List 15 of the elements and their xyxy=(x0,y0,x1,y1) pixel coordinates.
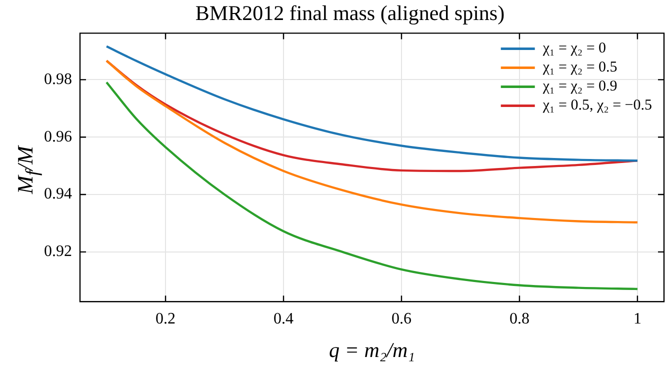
x-axis-title: q = m₂/m₁ xyxy=(329,338,415,362)
y-tick-label: 0.92 xyxy=(44,243,72,260)
chart-title: BMR2012 final mass (aligned spins) xyxy=(195,1,505,26)
y-tick-label: 0.96 xyxy=(44,128,72,146)
legend-label: χ₁ = χ₂ = 0.9 xyxy=(542,78,618,95)
y-tick-label: 0.98 xyxy=(44,70,72,88)
x-tick-label: 0.4 xyxy=(274,310,294,328)
legend-label: χ₁ = χ₂ = 0.5 xyxy=(542,60,618,76)
y-tick-label: 0.94 xyxy=(44,186,72,203)
x-tick-label: 0.6 xyxy=(391,310,412,328)
x-tick-label: 1 xyxy=(633,310,642,328)
x-tick-label: 0.8 xyxy=(509,310,530,328)
legend-label: χ₁ = χ₂ = 0 xyxy=(542,40,606,57)
legend-label: χ₁ = 0.5, χ₂ = −0.5 xyxy=(542,98,652,114)
x-tick-label: 0.2 xyxy=(156,310,176,328)
